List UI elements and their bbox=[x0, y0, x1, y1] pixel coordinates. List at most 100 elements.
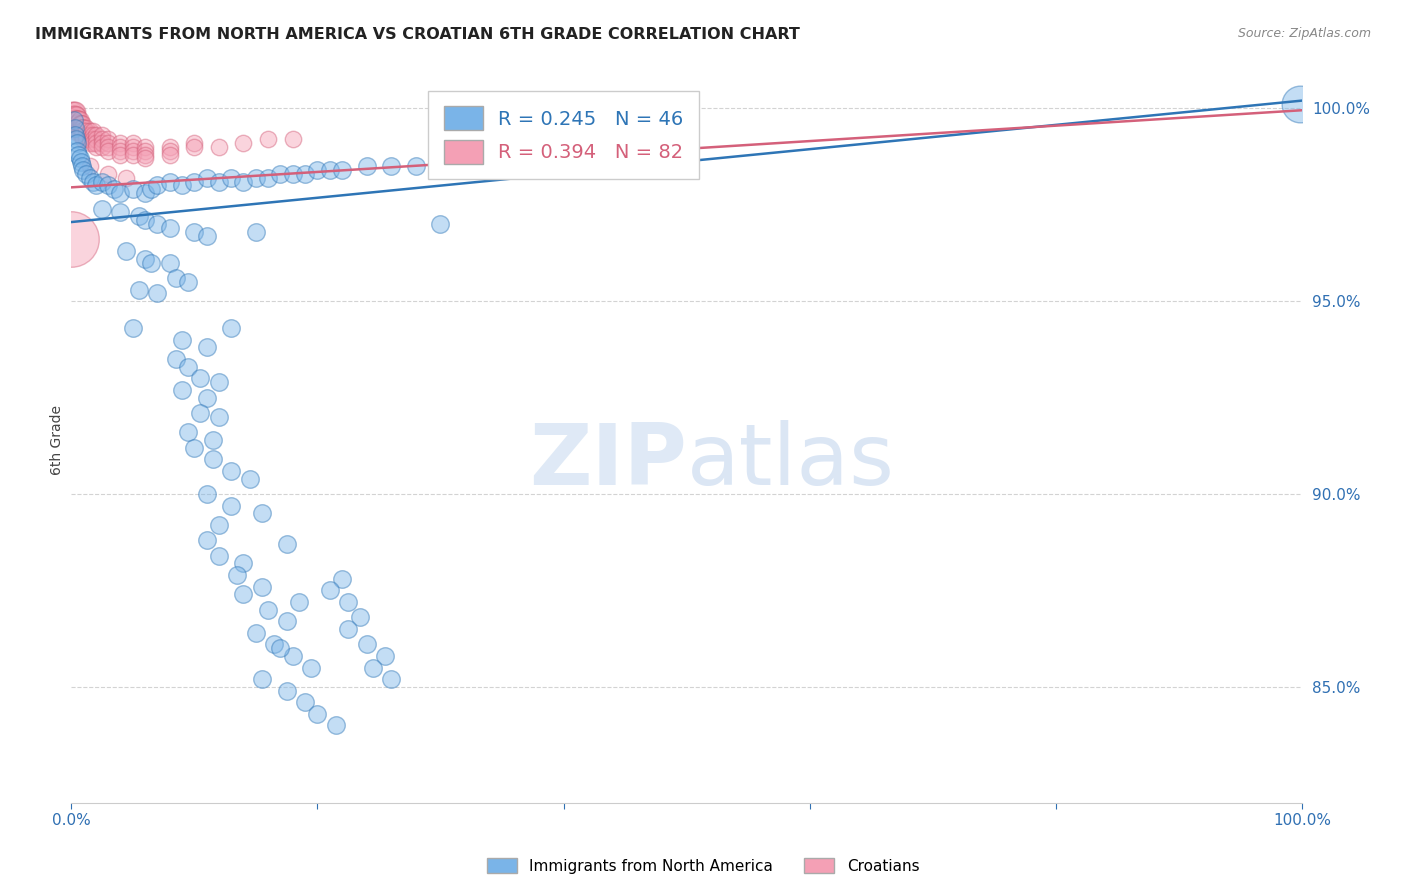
Point bbox=[72, 163, 94, 178]
Point bbox=[97, 178, 120, 193]
Point bbox=[63, 120, 86, 135]
Point bbox=[195, 533, 218, 548]
Point bbox=[70, 117, 93, 131]
Point bbox=[65, 109, 87, 123]
Point bbox=[60, 232, 83, 246]
Point bbox=[159, 140, 181, 154]
Point bbox=[97, 140, 120, 154]
Point bbox=[72, 128, 94, 143]
Legend: R = 0.245   N = 46, R = 0.394   N = 82: R = 0.245 N = 46, R = 0.394 N = 82 bbox=[429, 91, 699, 179]
Point bbox=[318, 583, 340, 598]
Point bbox=[257, 132, 280, 146]
Point bbox=[294, 695, 316, 709]
Point bbox=[103, 182, 125, 196]
Point bbox=[67, 117, 90, 131]
Point bbox=[90, 132, 112, 146]
Point bbox=[330, 572, 353, 586]
Point bbox=[70, 120, 93, 135]
Point bbox=[307, 163, 329, 178]
Point bbox=[250, 672, 273, 686]
Point bbox=[70, 128, 93, 143]
Point bbox=[299, 660, 322, 674]
Point bbox=[66, 117, 89, 131]
Point bbox=[576, 147, 599, 161]
Point bbox=[79, 159, 101, 173]
Text: IMMIGRANTS FROM NORTH AMERICA VS CROATIAN 6TH GRADE CORRELATION CHART: IMMIGRANTS FROM NORTH AMERICA VS CROATIA… bbox=[35, 27, 800, 42]
Point bbox=[159, 255, 181, 269]
Point bbox=[82, 132, 104, 146]
Point bbox=[62, 105, 84, 120]
Point bbox=[146, 178, 169, 193]
Point bbox=[226, 568, 249, 582]
Point bbox=[307, 706, 329, 721]
Point bbox=[84, 128, 107, 143]
Point bbox=[325, 718, 347, 732]
Point bbox=[134, 144, 156, 158]
Point bbox=[121, 136, 143, 150]
Point bbox=[208, 375, 231, 389]
Point bbox=[219, 464, 242, 478]
Point bbox=[72, 124, 94, 138]
Point bbox=[121, 321, 143, 335]
Point bbox=[121, 144, 143, 158]
Point bbox=[97, 136, 120, 150]
Point bbox=[65, 112, 87, 127]
Point bbox=[69, 112, 91, 127]
Point bbox=[257, 603, 280, 617]
Point bbox=[250, 506, 273, 520]
Point bbox=[84, 178, 107, 193]
Point bbox=[63, 109, 86, 123]
Point bbox=[134, 152, 156, 166]
Point bbox=[1288, 97, 1310, 112]
Point bbox=[208, 409, 231, 424]
Point bbox=[63, 128, 86, 143]
Point bbox=[82, 128, 104, 143]
Point bbox=[201, 433, 224, 447]
Point bbox=[66, 124, 89, 138]
Point bbox=[349, 610, 371, 624]
Point bbox=[70, 124, 93, 138]
Point bbox=[269, 641, 291, 656]
Point bbox=[82, 124, 104, 138]
Point bbox=[318, 163, 340, 178]
Point bbox=[90, 140, 112, 154]
Point bbox=[70, 159, 93, 173]
Point bbox=[84, 132, 107, 146]
Point bbox=[170, 333, 193, 347]
Point bbox=[281, 648, 304, 663]
Point bbox=[195, 170, 218, 185]
Point bbox=[183, 140, 205, 154]
Point bbox=[72, 132, 94, 146]
Point bbox=[232, 175, 254, 189]
Point bbox=[79, 128, 101, 143]
Point bbox=[201, 452, 224, 467]
Point bbox=[288, 595, 311, 609]
Point bbox=[159, 147, 181, 161]
Point bbox=[183, 225, 205, 239]
Point bbox=[115, 170, 138, 185]
Point bbox=[219, 321, 242, 335]
Point bbox=[110, 147, 132, 161]
Point bbox=[219, 170, 242, 185]
Point bbox=[356, 159, 378, 173]
Point bbox=[115, 244, 138, 258]
Point bbox=[121, 140, 143, 154]
Point bbox=[65, 132, 87, 146]
Point bbox=[159, 144, 181, 158]
Point bbox=[337, 595, 360, 609]
Point bbox=[195, 487, 218, 501]
Point bbox=[79, 132, 101, 146]
Point bbox=[67, 124, 90, 138]
Point bbox=[281, 167, 304, 181]
Point bbox=[337, 622, 360, 636]
Point bbox=[70, 120, 93, 135]
Point bbox=[72, 120, 94, 135]
Point bbox=[63, 112, 86, 127]
Point bbox=[146, 286, 169, 301]
Point bbox=[165, 351, 187, 366]
Point bbox=[70, 124, 93, 138]
Point bbox=[146, 217, 169, 231]
Point bbox=[67, 120, 90, 135]
Point bbox=[90, 202, 112, 216]
Point bbox=[250, 580, 273, 594]
